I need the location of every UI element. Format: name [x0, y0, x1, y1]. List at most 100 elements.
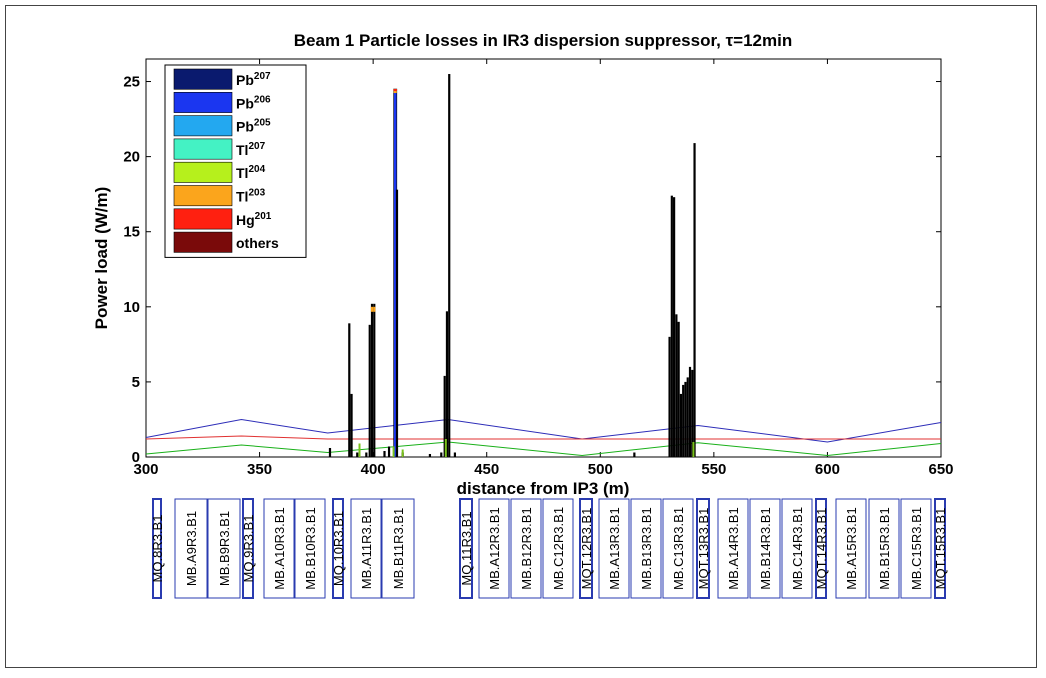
beamline-element-label: MB.A15R3.B1 — [844, 507, 859, 589]
beamline-element-box — [868, 498, 900, 599]
legend-swatch — [173, 138, 233, 160]
loss-bar — [675, 314, 678, 457]
beamline-element-box — [696, 498, 710, 599]
beamline-element-box — [152, 498, 162, 599]
legend-label-name: Tl — [236, 165, 248, 181]
loss-bar — [691, 369, 694, 457]
beamline-element-box — [478, 498, 510, 599]
loss-bar — [440, 452, 443, 457]
x-tick-label: 300 — [133, 461, 158, 478]
beamline-element-box — [459, 498, 473, 599]
beamline-element-box — [174, 498, 208, 599]
loss-bar — [383, 450, 386, 457]
beamline-element-box — [781, 498, 813, 599]
loss-bar — [348, 323, 351, 457]
loss-bar — [428, 453, 432, 457]
loss-bar — [682, 384, 685, 457]
loss-bar — [373, 303, 376, 457]
legend-label-superscript: 203 — [248, 188, 265, 199]
loss-bar — [387, 446, 391, 457]
legend-swatch — [173, 208, 233, 230]
legend-label-superscript: 207 — [248, 141, 265, 152]
beamline-element-box — [900, 498, 932, 599]
beamline-element-box — [294, 498, 326, 599]
loss-bar-segment — [370, 306, 374, 312]
loss-bar — [350, 393, 353, 457]
loss-bar — [365, 452, 368, 457]
beamline-element-box — [350, 498, 382, 599]
x-axis-label: distance from IP3 (m) — [457, 479, 630, 498]
beamline-element-label: MB.A13R3.B1 — [607, 507, 622, 589]
y-tick-label: 15 — [123, 224, 140, 241]
legend-swatch — [173, 115, 233, 137]
loss-bar-segment — [392, 446, 395, 457]
beamline-element-label: MB.C15R3.B1 — [909, 507, 924, 590]
beamline-element-label: MB.A14R3.B1 — [726, 507, 741, 589]
beamline-element-label: MB.B11R3.B1 — [391, 508, 406, 589]
legend-swatch — [173, 231, 233, 253]
legend-label: Hg201 — [236, 211, 272, 228]
beamline-element-box — [662, 498, 694, 599]
beamline-element-label: MQ.8R3.B1 — [150, 515, 165, 583]
loss-bar-segment — [393, 89, 397, 92]
beamline-element-box — [717, 498, 749, 599]
x-tick-label: 400 — [361, 461, 386, 478]
legend-label-name: others — [236, 235, 279, 251]
chart-title: Beam 1 Particle losses in IR3 dispersion… — [294, 31, 792, 50]
x-tick-label: 350 — [247, 461, 272, 478]
legend-label-name: Tl — [236, 142, 248, 158]
loss-bar — [368, 324, 371, 457]
beamline-element-box — [598, 498, 630, 599]
loss-bar — [688, 366, 692, 457]
beamline-elements: MQ.8R3.B1 MB.A9R3.B1 MB.B9R3.B1 MQ.9R3.B1 MB… — [150, 498, 948, 599]
beamline-element-label: MB.A10R3.B1 — [272, 507, 287, 589]
envelope-line — [145, 435, 941, 440]
legend-label: Tl203 — [236, 188, 266, 205]
loss-bar — [668, 336, 671, 457]
y-tick-label: 10 — [123, 299, 140, 316]
beamline-element-label: MQT.13R3.B1 — [696, 508, 711, 590]
x-tick-label: 500 — [588, 461, 613, 478]
legend: Pb207Pb206Pb205Tl207Tl204Tl203Hg201other… — [164, 64, 307, 258]
y-tick-label: 20 — [123, 149, 140, 166]
beamline-element-label: MB.A9R3.B1 — [184, 511, 199, 586]
legend-label: Pb206 — [236, 94, 271, 111]
beamline-element-box — [630, 498, 662, 599]
beamline-element-label: MB.B10R3.B1 — [303, 507, 318, 589]
loss-bar — [445, 311, 449, 457]
loss-bar — [670, 195, 673, 457]
loss-bar — [448, 74, 451, 458]
legend-label-name: Hg — [236, 212, 255, 228]
x-tick-label: 450 — [474, 461, 499, 478]
legend-label: others — [236, 235, 279, 251]
loss-bar-segment — [373, 306, 376, 312]
loss-bar — [370, 303, 374, 457]
beamline-element-label: MQT.15R3.B1 — [933, 508, 948, 590]
beamline-element-box — [207, 498, 241, 599]
beamline-element-box — [815, 498, 827, 599]
loss-bar — [453, 452, 457, 457]
beamline-element-label: MB.C13R3.B1 — [671, 507, 686, 590]
beamline-element-label: MB.A12R3.B1 — [487, 507, 502, 589]
legend-label-name: Tl — [236, 189, 248, 205]
beamline-element-box — [934, 498, 946, 599]
loss-bar — [677, 321, 680, 457]
legend-label-name: Pb — [236, 119, 254, 135]
x-tick-label: 650 — [928, 461, 953, 478]
legend-label-name: Pb — [236, 72, 254, 88]
legend-label-superscript: 201 — [255, 211, 272, 222]
beamline-element-label: MQ.9R3.B1 — [241, 515, 256, 583]
loss-bar — [684, 381, 687, 457]
loss-bar — [395, 189, 399, 457]
y-axis-label: Power load (W/m) — [92, 187, 111, 330]
beamline-element-box — [263, 498, 295, 599]
beamline-element-box — [749, 498, 781, 599]
loss-bar — [679, 393, 683, 457]
beamline-element-box — [579, 498, 593, 599]
loss-bar — [693, 143, 696, 458]
beamline-element-label: MQT.14R3.B1 — [814, 508, 829, 590]
loss-bar — [356, 452, 359, 457]
beamline-element-box — [510, 498, 542, 599]
beamline-element-label: MB.B13R3.B1 — [639, 507, 654, 589]
